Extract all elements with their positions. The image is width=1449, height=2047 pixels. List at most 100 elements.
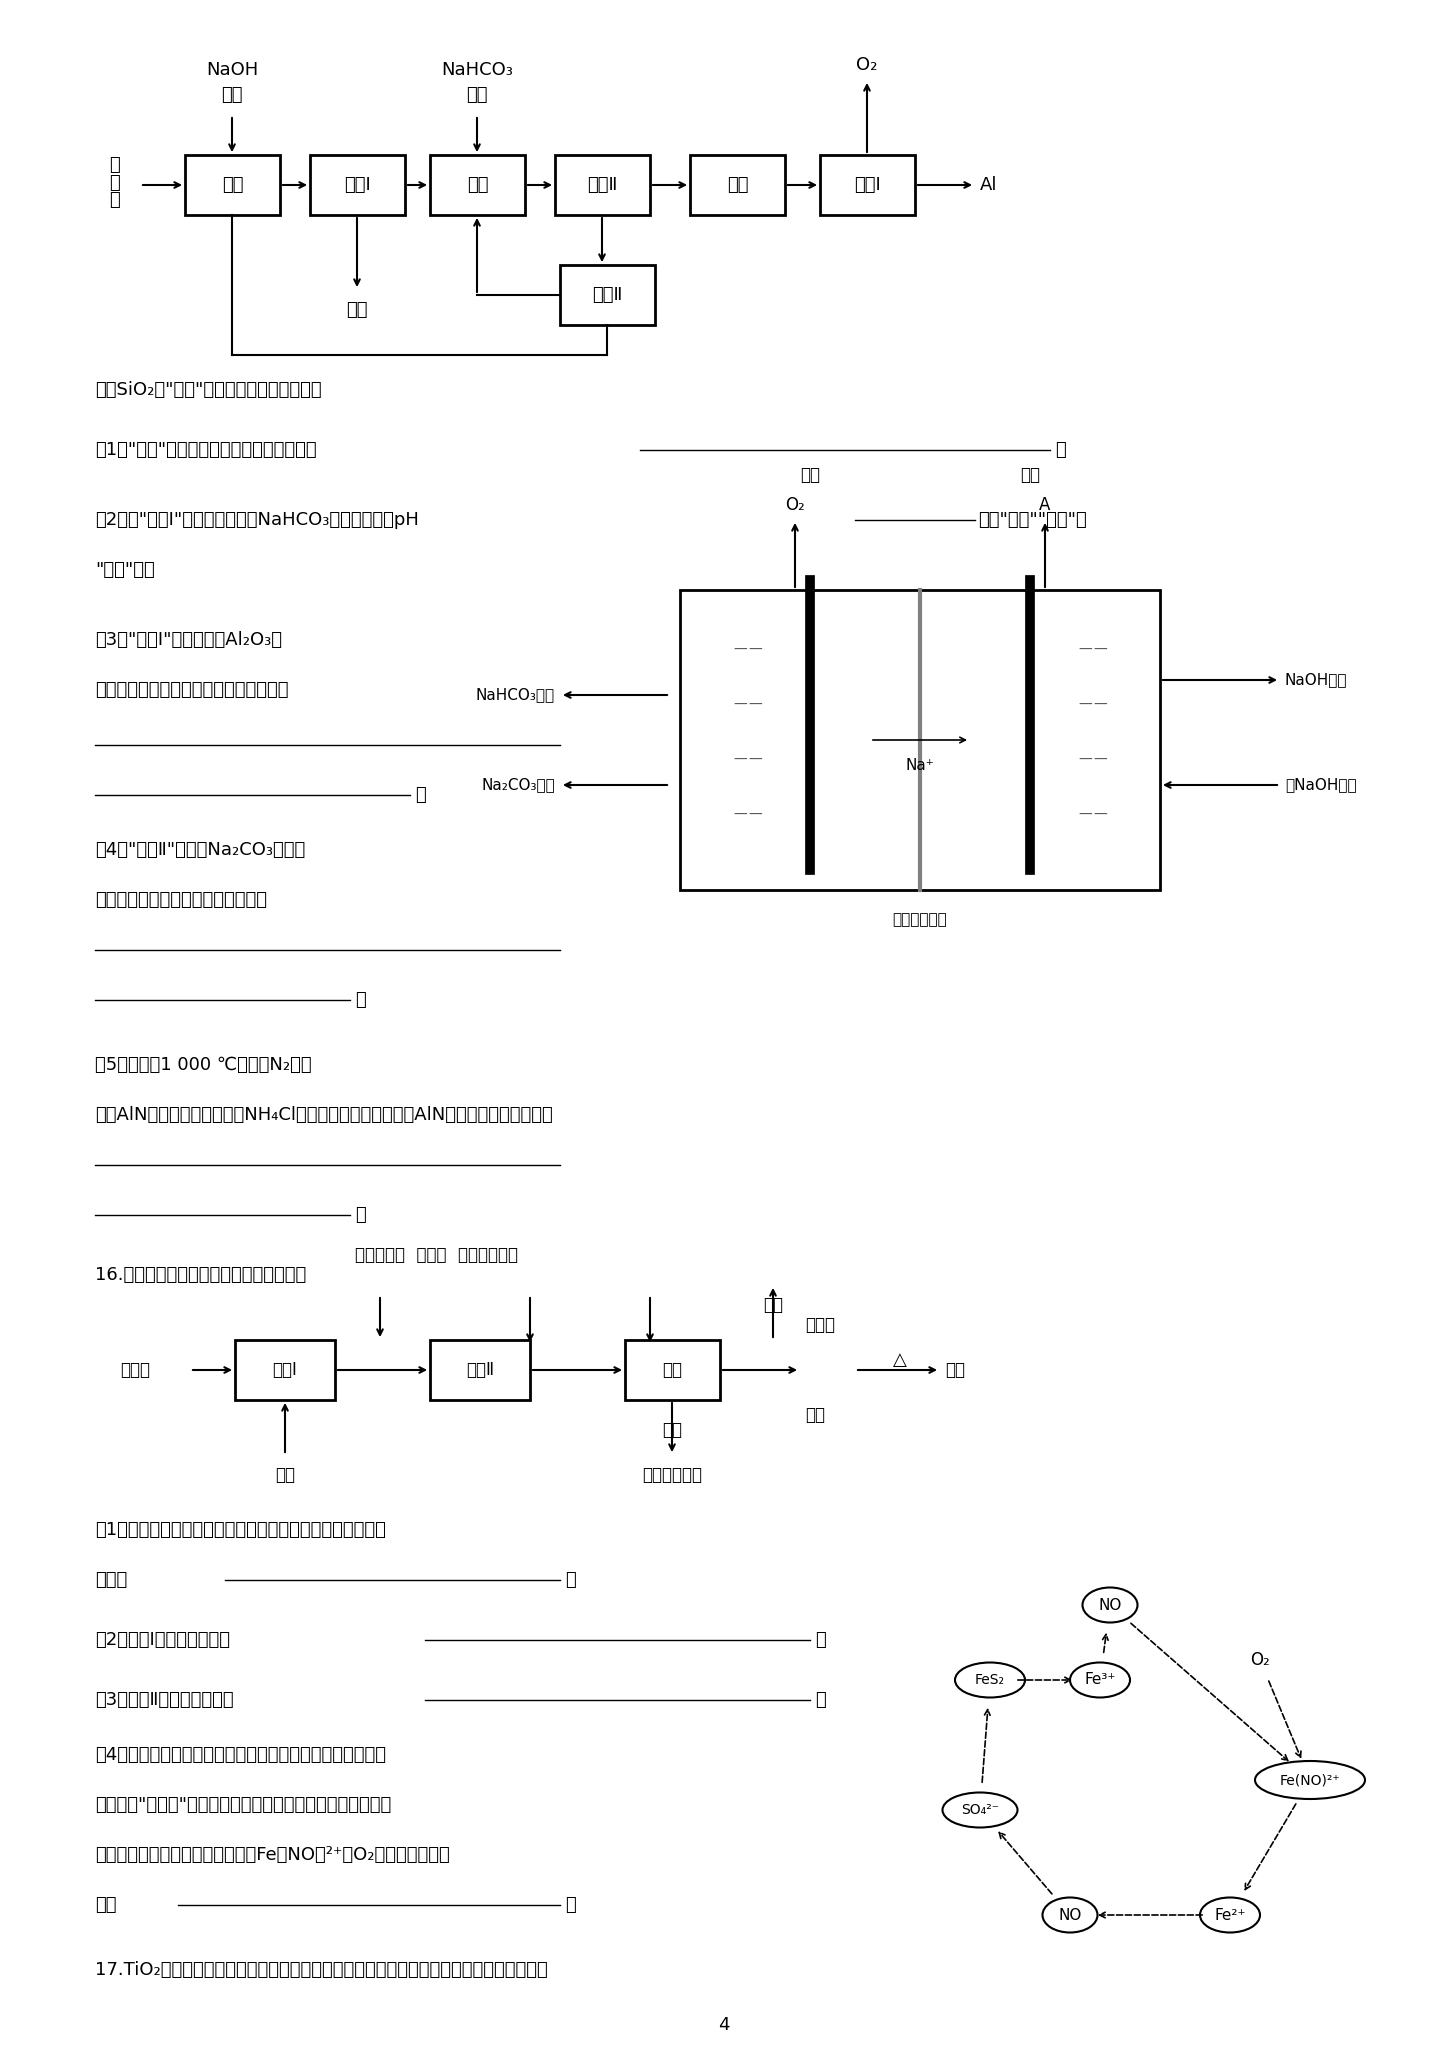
Bar xyxy=(430,156,525,215)
Text: Fe(NO)²⁺: Fe(NO)²⁺ xyxy=(1279,1773,1340,1787)
Text: 程式：: 程式： xyxy=(96,1570,128,1588)
Text: —: — xyxy=(733,753,746,768)
Text: 。: 。 xyxy=(814,1691,826,1709)
Text: （2）向"过滤Ⅰ"所得滤液中加入NaHCO₃溶液，溶液的pH: （2）向"过滤Ⅰ"所得滤液中加入NaHCO₃溶液，溶液的pH xyxy=(96,512,419,528)
Text: （1）上述流程中，由红褐色固体受热分解制备铁红的化学方: （1）上述流程中，由红褐色固体受热分解制备铁红的化学方 xyxy=(96,1521,385,1539)
Text: 稀NaOH溶液: 稀NaOH溶液 xyxy=(1285,778,1356,792)
Text: —: — xyxy=(1093,698,1107,712)
Text: 废铁皮: 废铁皮 xyxy=(120,1361,151,1380)
Text: —: — xyxy=(1078,643,1093,657)
Text: —: — xyxy=(748,809,762,823)
Bar xyxy=(185,156,280,215)
Text: 。: 。 xyxy=(565,1896,575,1914)
Text: 故又称为"愚人金"。一种酸性条件下催化氧化黄铁矿的物质转: 故又称为"愚人金"。一种酸性条件下催化氧化黄铁矿的物质转 xyxy=(96,1795,391,1814)
Text: Fe²⁺: Fe²⁺ xyxy=(1214,1908,1246,1922)
Text: —: — xyxy=(748,698,762,712)
Text: 土: 土 xyxy=(110,174,120,192)
Text: NO: NO xyxy=(1098,1597,1122,1613)
Text: —: — xyxy=(733,698,746,712)
Text: —: — xyxy=(748,643,762,657)
Text: 反应Ⅰ: 反应Ⅰ xyxy=(272,1361,297,1380)
Text: 电解Ⅱ: 电解Ⅱ xyxy=(593,287,623,305)
Text: 红褐色: 红褐色 xyxy=(806,1316,835,1335)
Text: 过滤: 过滤 xyxy=(662,1421,682,1439)
Text: "减小"）。: "减小"）。 xyxy=(96,561,155,579)
Text: —: — xyxy=(733,643,746,657)
Bar xyxy=(559,264,655,325)
Text: O₂: O₂ xyxy=(785,495,804,514)
Ellipse shape xyxy=(1042,1898,1097,1932)
Bar xyxy=(310,156,406,215)
Text: 16.用废铁皮制取铁红的流程示意图如下：: 16.用废铁皮制取铁红的流程示意图如下： xyxy=(96,1265,306,1283)
Text: （2）反应Ⅰ的离子方程式：: （2）反应Ⅰ的离子方程式： xyxy=(96,1631,230,1650)
Text: —: — xyxy=(748,753,762,768)
Text: 铝: 铝 xyxy=(110,156,120,174)
Text: 反应Ⅱ: 反应Ⅱ xyxy=(467,1361,494,1380)
Ellipse shape xyxy=(1200,1898,1261,1932)
Text: （4）"电解Ⅱ"是电解Na₂CO₃溶液，: （4）"电解Ⅱ"是电解Na₂CO₃溶液， xyxy=(96,841,306,860)
Text: （3）反应Ⅱ的离子方程式：: （3）反应Ⅱ的离子方程式： xyxy=(96,1691,233,1709)
Text: 。: 。 xyxy=(355,1206,365,1224)
Text: 注：SiO₂在"碱溶"时转化为铝硅酸钠沉淀。: 注：SiO₂在"碱溶"时转化为铝硅酸钠沉淀。 xyxy=(96,381,322,399)
Text: FeS₂: FeS₂ xyxy=(975,1672,1006,1687)
Text: （3）"电解Ⅰ"是电解熔融Al₂O₃，: （3）"电解Ⅰ"是电解熔融Al₂O₃， xyxy=(96,630,283,649)
Text: NaOH: NaOH xyxy=(206,61,258,80)
Text: —: — xyxy=(1093,753,1107,768)
Text: —: — xyxy=(1078,698,1093,712)
Text: 固体: 固体 xyxy=(806,1406,824,1425)
Text: 阳极: 阳极 xyxy=(800,467,820,483)
Text: 过滤Ⅰ: 过滤Ⅰ xyxy=(343,176,371,194)
Text: NO: NO xyxy=(1058,1908,1082,1922)
Text: SO₄²⁻: SO₄²⁻ xyxy=(961,1803,998,1818)
Text: NaHCO₃溶液: NaHCO₃溶液 xyxy=(475,688,555,702)
Text: 。: 。 xyxy=(355,991,365,1009)
Text: 阴极: 阴极 xyxy=(1020,467,1040,483)
Bar xyxy=(430,1341,530,1400)
Text: （填"增大""不变"或: （填"增大""不变"或 xyxy=(978,512,1087,528)
Text: （1）"碱溶"时生成偏铝酸钠的离子方程式：: （1）"碱溶"时生成偏铝酸钠的离子方程式： xyxy=(96,440,317,459)
Text: —: — xyxy=(1078,753,1093,768)
Text: Na⁺: Na⁺ xyxy=(906,757,935,772)
Text: 4: 4 xyxy=(719,2016,730,2035)
Text: A: A xyxy=(1039,495,1051,514)
Text: NaOH溶液: NaOH溶液 xyxy=(1285,673,1348,688)
Text: 反应: 反应 xyxy=(467,176,488,194)
Text: 过滤Ⅱ: 过滤Ⅱ xyxy=(587,176,617,194)
Ellipse shape xyxy=(1069,1662,1130,1697)
Text: NaHCO₃: NaHCO₃ xyxy=(440,61,513,80)
Text: —: — xyxy=(1093,643,1107,657)
Text: 矿: 矿 xyxy=(110,190,120,209)
Text: Fe³⁺: Fe³⁺ xyxy=(1084,1672,1116,1687)
Text: 原理如图所示。阳极的电极反应式：: 原理如图所示。阳极的电极反应式： xyxy=(96,890,267,909)
Text: 电解过程中作阳极的石墨易消耗，原因是: 电解过程中作阳极的石墨易消耗，原因是 xyxy=(96,682,288,698)
Bar xyxy=(555,156,651,215)
Ellipse shape xyxy=(955,1662,1024,1697)
Bar xyxy=(690,156,785,215)
Text: 铁红: 铁红 xyxy=(945,1361,965,1380)
Text: 电解Ⅰ: 电解Ⅰ xyxy=(853,176,881,194)
Text: Al: Al xyxy=(980,176,997,194)
Ellipse shape xyxy=(1082,1588,1137,1623)
Bar xyxy=(820,156,914,215)
Text: （4）黄铁矿因黄色和明亮的金属光泽，常被误认为是黄金，: （4）黄铁矿因黄色和明亮的金属光泽，常被误认为是黄金， xyxy=(96,1746,385,1765)
Text: 式：: 式： xyxy=(96,1896,116,1914)
Text: O₂: O₂ xyxy=(1250,1652,1269,1668)
Text: 灼烧: 灼烧 xyxy=(727,176,748,194)
Text: 滤渣: 滤渣 xyxy=(346,301,368,319)
Text: 阳离子交换膜: 阳离子交换膜 xyxy=(893,913,948,927)
Text: 磁铁: 磁铁 xyxy=(764,1296,782,1314)
Text: —: — xyxy=(1093,809,1107,823)
Text: （5）铝粉在1 000 ℃时可与N₂反应: （5）铝粉在1 000 ℃时可与N₂反应 xyxy=(96,1056,312,1075)
Text: O₂: O₂ xyxy=(856,55,878,74)
Text: 含铵盐的溶液: 含铵盐的溶液 xyxy=(642,1466,701,1484)
Text: Na₂CO₃溶液: Na₂CO₃溶液 xyxy=(481,778,555,792)
Text: 溶液: 溶液 xyxy=(222,86,243,104)
Text: 。: 。 xyxy=(814,1631,826,1650)
Text: 分离: 分离 xyxy=(662,1361,682,1380)
Text: 。: 。 xyxy=(1055,440,1066,459)
Text: 化关系如右图所示，写出该过程中Fe（NO）²⁺与O₂反应的离子方程: 化关系如右图所示，写出该过程中Fe（NO）²⁺与O₂反应的离子方程 xyxy=(96,1846,449,1865)
Text: 盐酸: 盐酸 xyxy=(275,1466,296,1484)
Text: —: — xyxy=(733,809,746,823)
Text: 制备AlN。在铝粉中添加少量NH₄Cl固体并充分混合，有利于AlN的制备，其主要原因是: 制备AlN。在铝粉中添加少量NH₄Cl固体并充分混合，有利于AlN的制备，其主要… xyxy=(96,1105,552,1124)
Bar xyxy=(680,590,1161,890)
